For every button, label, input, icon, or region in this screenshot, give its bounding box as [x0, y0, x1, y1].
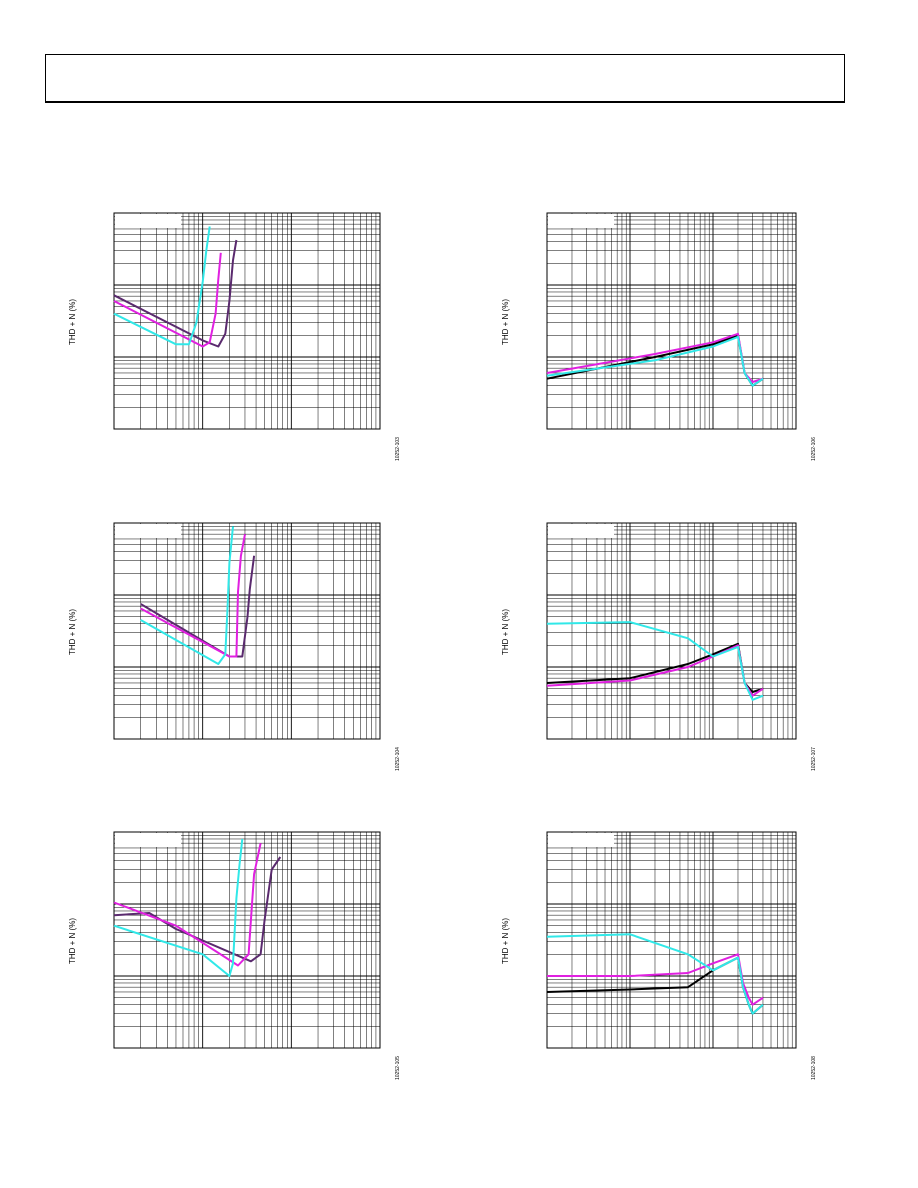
figure-id: 10252-103: [395, 437, 401, 461]
y-axis-label: THD + N (%): [68, 918, 77, 964]
legend-blank: [548, 524, 614, 538]
y-axis-label: THD + N (%): [501, 299, 510, 345]
chart-1: [113, 212, 381, 430]
series-line-2: [140, 534, 246, 658]
series-line-3: [546, 933, 764, 1015]
y-axis-label: THD + N (%): [501, 918, 510, 964]
series-line-3: [113, 838, 244, 977]
series-line-2: [113, 252, 222, 348]
plot-frame: [113, 831, 381, 1049]
figure-id: 10252-106: [811, 437, 817, 461]
chart-4: [546, 212, 797, 430]
legend-blank: [115, 524, 181, 538]
chart-6: [546, 831, 797, 1049]
chart-5: [546, 522, 797, 740]
series-line-2: [113, 842, 262, 967]
series-line-3: [546, 335, 764, 387]
series-line-1: [113, 239, 238, 348]
page-header-box: [45, 54, 845, 103]
series-line-3: [113, 226, 211, 346]
figure-id: 10252-107: [811, 747, 817, 771]
legend-blank: [548, 833, 614, 847]
y-axis-label: THD + N (%): [68, 609, 77, 655]
legend-blank: [548, 214, 614, 228]
plot-frame: [113, 522, 381, 740]
y-axis-label: THD + N (%): [501, 609, 510, 655]
plot-frame: [113, 212, 381, 430]
series-line-2: [546, 332, 764, 383]
y-axis-label: THD + N (%): [68, 299, 77, 345]
figure-id: 10252-105: [395, 1056, 401, 1080]
figure-id: 10252-104: [395, 747, 401, 771]
plot-frame: [546, 522, 797, 740]
series-line-3: [140, 526, 234, 665]
plot-frame: [546, 212, 797, 430]
chart-3: [113, 831, 381, 1049]
series-line-1: [113, 856, 282, 963]
series-line-2: [547, 953, 764, 1006]
plot-frame: [546, 831, 797, 1049]
series-line-3: [546, 621, 764, 701]
legend-blank: [115, 833, 181, 847]
legend-blank: [115, 214, 181, 228]
figure-id: 10252-108: [811, 1056, 817, 1080]
series-line-1: [546, 642, 764, 693]
chart-2: [113, 522, 381, 740]
